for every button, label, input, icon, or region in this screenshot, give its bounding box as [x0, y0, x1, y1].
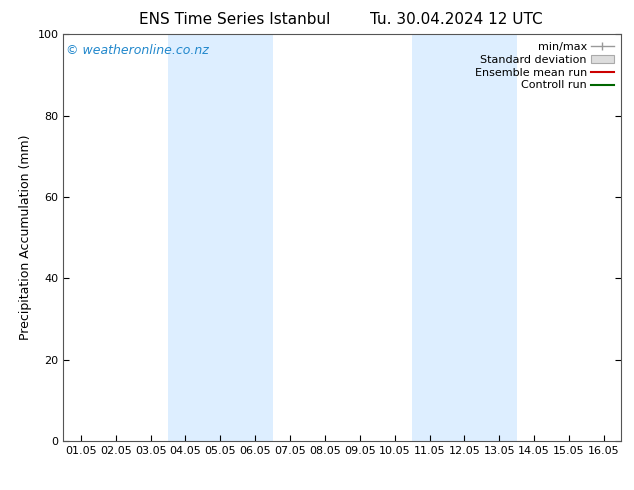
Legend: min/max, Standard deviation, Ensemble mean run, Controll run: min/max, Standard deviation, Ensemble me… [472, 40, 616, 93]
Text: ENS Time Series Istanbul: ENS Time Series Istanbul [139, 12, 330, 27]
Bar [168, 34, 273, 441]
Text: Tu. 30.04.2024 12 UTC: Tu. 30.04.2024 12 UTC [370, 12, 543, 27]
Y-axis label: Precipitation Accumulation (mm): Precipitation Accumulation (mm) [19, 135, 32, 341]
Bar [412, 34, 517, 441]
Text: © weatheronline.co.nz: © weatheronline.co.nz [66, 45, 209, 57]
